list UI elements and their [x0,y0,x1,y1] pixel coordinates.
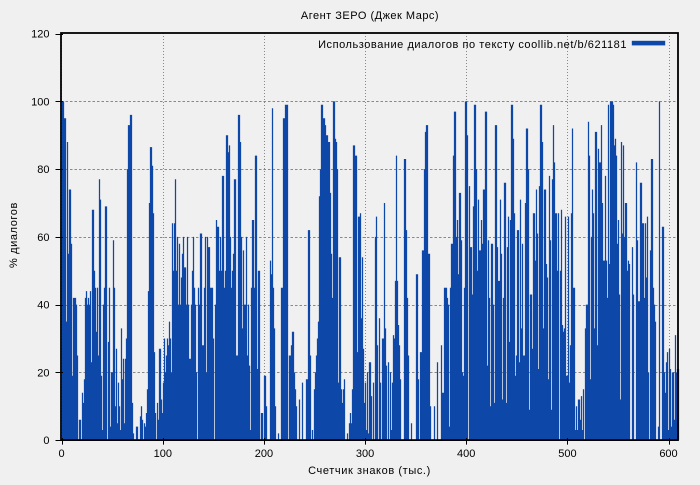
svg-text:40: 40 [37,300,49,312]
svg-text:60: 60 [37,232,49,244]
svg-text:500: 500 [558,448,576,460]
svg-text:Использование диалогов по текс: Использование диалогов по тексту coollib… [318,39,627,51]
svg-text:600: 600 [659,448,677,460]
svg-text:400: 400 [457,448,475,460]
svg-text:Счетчик знаков (тыс.): Счетчик знаков (тыс.) [308,465,431,477]
svg-text:0: 0 [59,448,65,460]
svg-text:80: 80 [37,164,49,176]
svg-text:100: 100 [154,448,172,460]
svg-text:0: 0 [43,435,49,447]
svg-text:% диалогов: % диалогов [8,202,20,268]
svg-text:120: 120 [31,29,49,41]
svg-text:300: 300 [356,448,374,460]
svg-text:Агент ЗЕРО (Джек Марс): Агент ЗЕРО (Джек Марс) [301,10,439,22]
svg-text:100: 100 [31,96,49,108]
svg-text:20: 20 [37,367,49,379]
svg-text:200: 200 [255,448,273,460]
